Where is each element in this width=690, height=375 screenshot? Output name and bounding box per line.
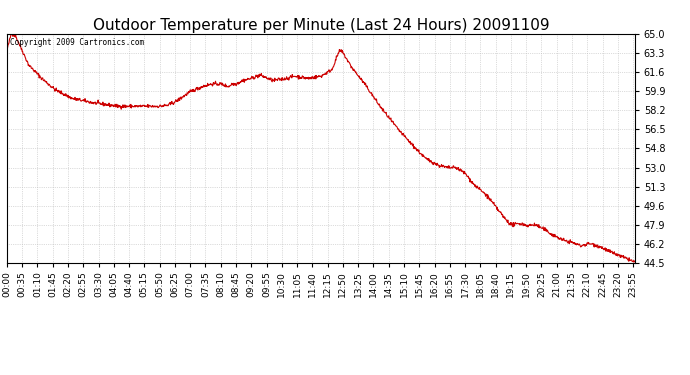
Text: Copyright 2009 Cartronics.com: Copyright 2009 Cartronics.com — [10, 38, 144, 47]
Title: Outdoor Temperature per Minute (Last 24 Hours) 20091109: Outdoor Temperature per Minute (Last 24 … — [92, 18, 549, 33]
